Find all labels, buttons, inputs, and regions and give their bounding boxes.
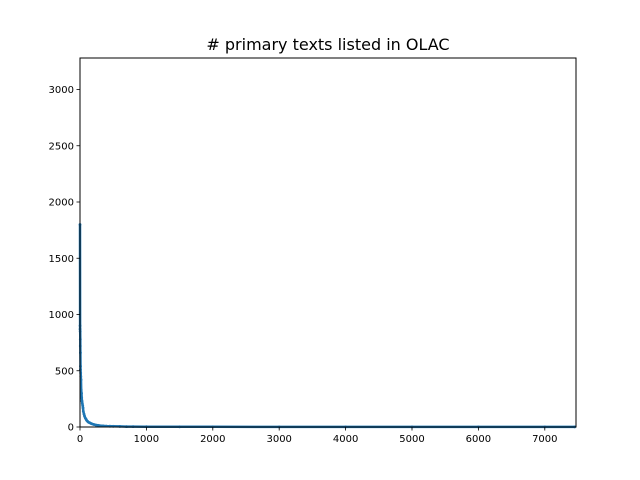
- y-tick-label: 0: [68, 423, 74, 434]
- y-tick-label: 3000: [49, 85, 74, 96]
- x-axis: 0 1000 2000 3000 4000 5000 6000 7000: [77, 427, 558, 445]
- x-tick-label: 1000: [134, 434, 159, 445]
- data-point: [80, 402, 84, 405]
- data-point: [81, 406, 85, 410]
- x-tick-label: 2000: [200, 434, 225, 445]
- x-tick-label: 3000: [266, 434, 291, 445]
- axes-frame: [79, 57, 577, 428]
- x-tick-label: 4000: [333, 434, 358, 445]
- data-point: [80, 396, 84, 400]
- data-point: [81, 404, 85, 407]
- x-tick-label: 7000: [532, 434, 557, 445]
- y-tick-label: 2000: [49, 198, 74, 209]
- data-point: [82, 412, 86, 416]
- data-point: [80, 391, 83, 395]
- data-point: [80, 399, 84, 403]
- y-axis: 0 500 1000 1500 2000 2500 3000: [49, 85, 80, 434]
- y-tick-label: 500: [55, 366, 74, 377]
- y-tick-label: 1500: [49, 254, 74, 265]
- x-tick-label: 5000: [399, 434, 424, 445]
- y-tick-label: 2500: [49, 141, 74, 152]
- y-tick-label: 1000: [49, 310, 74, 321]
- x-tick-label: 0: [77, 434, 83, 445]
- x-tick-label: 6000: [466, 434, 491, 445]
- chart-title: # primary texts listed in OLAC: [206, 35, 449, 54]
- data-point: [81, 409, 85, 413]
- data-point: [98, 424, 102, 427]
